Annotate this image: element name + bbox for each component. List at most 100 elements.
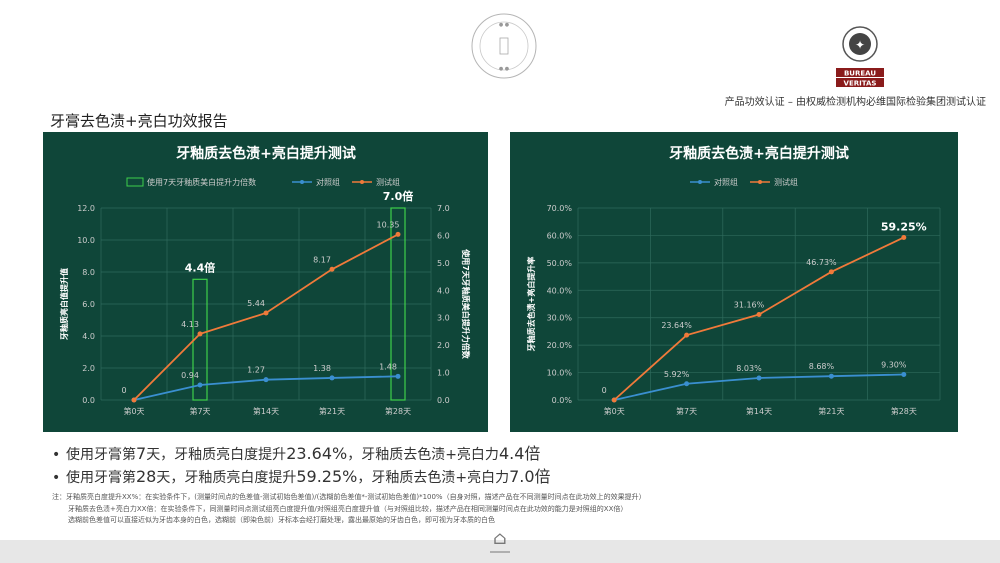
y-tick-label: 60.0%: [547, 231, 573, 240]
bullet-dot-icon: •: [52, 447, 61, 463]
legend-swatch-ratio: [126, 177, 144, 187]
data-point: [197, 382, 203, 388]
data-label: 10.35: [377, 220, 400, 229]
svg-text:⌂: ⌂: [493, 528, 507, 549]
y2-tick-label: 5.0: [437, 259, 450, 268]
data-label: 0: [602, 386, 607, 395]
svg-text:BUREAU: BUREAU: [844, 70, 876, 78]
data-point: [684, 332, 690, 338]
y-tick-label: 0.0%: [552, 396, 573, 405]
y2-tick-label: 7.0: [437, 204, 450, 213]
legend-label: 测试组: [774, 177, 798, 187]
x-tick-label: 第0天: [123, 406, 144, 416]
y-tick-label: 8.0: [82, 268, 95, 277]
ratio-label: 7.0倍: [383, 189, 414, 203]
y2-tick-label: 2.0: [437, 341, 450, 350]
y2-tick-label: 3.0: [437, 314, 450, 323]
svg-text:● ●: ● ●: [499, 66, 510, 72]
x-tick-label: 第21天: [319, 406, 345, 416]
legend-swatch-marker: [698, 180, 702, 184]
data-point: [756, 312, 762, 318]
legend-label: 测试组: [376, 177, 400, 187]
data-label: 1.48: [379, 362, 397, 371]
footnote: 牙釉质去色渍+亮白力XX倍：在实验条件下，同测量时间点测试组亮白度提升值/对照组…: [68, 504, 628, 513]
x-tick-label: 第0天: [604, 406, 625, 416]
data-label: 46.73%: [806, 258, 837, 267]
data-label: 0.94: [181, 371, 199, 380]
data-point: [611, 397, 617, 403]
bullet-dot-icon: •: [52, 470, 61, 486]
y2-axis-label: 使用7天牙釉质美白提升力倍数: [461, 248, 471, 360]
data-label: 5.92%: [664, 370, 690, 379]
y-tick-label: 4.0: [82, 332, 95, 341]
summary-bullet: • 使用牙膏第28天，牙釉质亮白度提升59.25%，牙釉质去色渍+亮白力7.0倍: [52, 467, 551, 486]
footnote: 选糊前色差值可以直接近似为牙齿本身的白色，选糊前（即染色前）牙标本会经打磨处理，…: [68, 516, 495, 524]
data-point: [329, 375, 335, 381]
ratio-bar: [390, 207, 406, 401]
y-tick-label: 0.0: [82, 396, 95, 405]
report-title: 牙膏去色渍+亮白功效报告: [50, 112, 228, 130]
data-point: [684, 381, 690, 387]
y2-tick-label: 4.0: [437, 286, 450, 295]
chart-legend: 使用7天牙釉质美白提升力倍数 对照组 测试组: [126, 177, 400, 187]
data-label: 59.25%: [881, 220, 927, 233]
y2-tick-label: 1.0: [437, 369, 450, 378]
y-tick-label: 10.0%: [547, 369, 573, 378]
data-point: [263, 310, 269, 316]
y-tick-label: 10.0: [77, 236, 95, 245]
y-tick-label: 20.0%: [547, 341, 573, 350]
data-point: [828, 269, 834, 275]
chart-legend: 对照组 测试组: [690, 177, 798, 187]
data-point: [329, 266, 335, 272]
y-tick-label: 6.0: [82, 300, 95, 309]
y-axis-label: 牙釉质去色渍+亮白提升率: [526, 257, 536, 352]
data-label: 8.68%: [809, 362, 835, 371]
legend-swatch-marker: [758, 180, 762, 184]
y-tick-label: 12.0: [77, 204, 95, 213]
legend-swatch-marker: [300, 180, 304, 184]
data-label: 9.30%: [881, 360, 907, 369]
x-tick-label: 第14天: [253, 406, 279, 416]
y-tick-label: 50.0%: [547, 259, 573, 268]
data-point: [395, 231, 401, 237]
bureau-veritas-logo: ✦ BUREAU VERITAS: [836, 26, 884, 88]
data-label: 0: [121, 386, 126, 395]
y-axis-label: 牙釉质亮白值提升值: [59, 268, 69, 340]
data-label: 23.64%: [661, 321, 692, 330]
data-point: [901, 234, 907, 240]
y-tick-label: 70.0%: [547, 204, 573, 213]
y2-tick-label: 6.0: [437, 231, 450, 240]
y-tick-label: 30.0%: [547, 314, 573, 323]
ratio-label: 4.4倍: [185, 260, 216, 274]
x-tick-label: 第28天: [891, 406, 917, 416]
data-point: [197, 331, 203, 337]
certification-text: 产品功效认证 – 由权威检测机构必维国际检验集团测试认证: [724, 97, 986, 108]
data-label: 4.13: [181, 320, 199, 329]
data-point: [901, 371, 907, 377]
data-label: 8.03%: [736, 364, 762, 373]
brand-seal-icon: ● ● ● ●: [471, 13, 537, 79]
chart-panel-left: 牙釉质去色渍+亮白提升测试使用7天牙釉质美白提升力倍数 对照组 测试组 0.0 2.0 4…: [43, 132, 488, 432]
chart-title: 牙釉质去色渍+亮白提升测试: [669, 145, 849, 162]
data-label: 5.44: [247, 299, 265, 308]
chart-panel-right: 牙釉质去色渍+亮白提升测试 对照组 测试组 0.0% 10.0% 20.0% 30.0% 40…: [510, 132, 958, 432]
x-tick-label: 第7天: [676, 406, 697, 416]
chart-title: 牙釉质去色渍+亮白提升测试: [176, 145, 356, 162]
x-tick-label: 第21天: [818, 406, 844, 416]
y-tick-label: 2.0: [82, 364, 95, 373]
y2-tick-label: 0.0: [437, 396, 450, 405]
svg-text:VERITAS: VERITAS: [844, 80, 877, 88]
data-label: 8.17: [313, 255, 331, 264]
data-point: [131, 397, 137, 403]
footnote: 注：牙釉质亮白度提升XX%：在实验条件下，(测量时间点的色差值-测试初始色差值)…: [52, 493, 646, 501]
data-label: 1.38: [313, 364, 331, 373]
footnotes: 注：牙釉质亮白度提升XX%：在实验条件下，(测量时间点的色差值-测试初始色差值)…: [52, 492, 646, 527]
x-tick-label: 第7天: [189, 406, 210, 416]
data-label: 1.27: [247, 366, 265, 375]
data-point: [828, 373, 834, 379]
legend-label: 对照组: [714, 177, 738, 187]
summary-bullets: • 使用牙膏第7天，牙釉质亮白度提升23.64%，牙釉质去色渍+亮白力4.4倍 •…: [52, 440, 551, 486]
data-point: [395, 373, 401, 379]
